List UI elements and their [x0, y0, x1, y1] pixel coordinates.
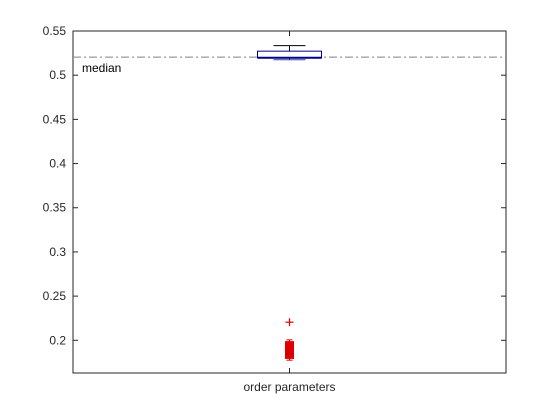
y-tick-label: 0.2 — [49, 333, 66, 347]
y-tick-label: 0.5 — [49, 68, 66, 82]
box-lower — [285, 318, 294, 361]
y-tick-label: 0.45 — [43, 112, 67, 126]
outlier-point — [285, 318, 294, 327]
box-upper — [257, 45, 322, 61]
iqr-box — [285, 341, 294, 359]
boxes-group — [257, 45, 322, 361]
y-tick-label: 0.55 — [43, 24, 67, 38]
y-tick-label: 0.35 — [43, 201, 67, 215]
plot-area — [72, 30, 507, 374]
y-tick-label: 0.4 — [49, 157, 66, 171]
x-axis: order parameters — [243, 31, 336, 394]
y-axis: 0.2 0.25 0.3 0.35 0.4 0.45 0.5 0.55 — [43, 24, 506, 347]
y-tick-label: 0.25 — [43, 289, 67, 303]
y-tick-label: 0.3 — [49, 245, 66, 259]
median-reference-label: median — [82, 61, 121, 75]
x-tick-label: order parameters — [243, 380, 335, 394]
